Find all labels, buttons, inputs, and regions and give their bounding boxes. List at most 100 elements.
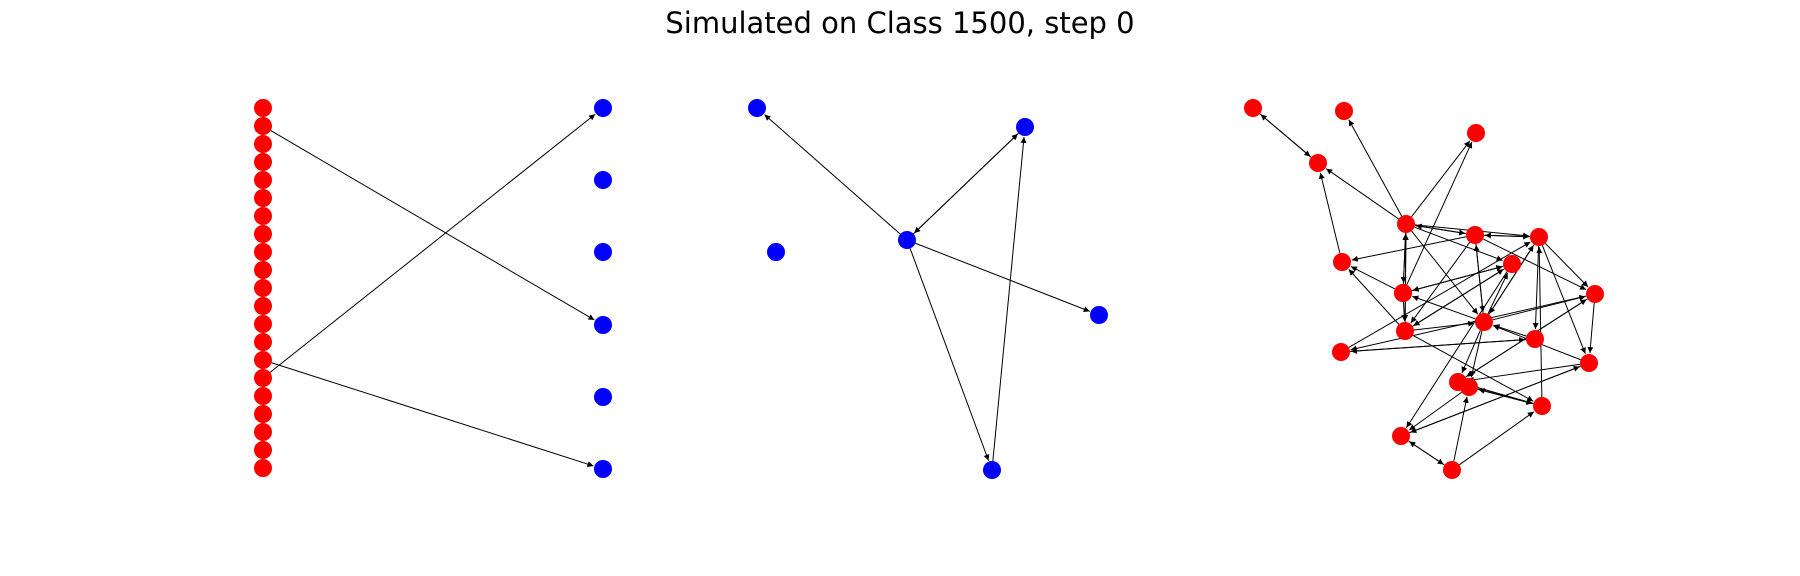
edge-n11-n6: [1402, 233, 1409, 323]
node-F: [767, 243, 785, 261]
node-n2: [1467, 124, 1485, 142]
node-L5: [254, 189, 272, 207]
node-L15: [254, 369, 272, 387]
edge-n19-n8: [1536, 246, 1543, 398]
edge-n6-n10: [1414, 226, 1503, 262]
node-n18: [1460, 378, 1478, 396]
edge-n11-n10: [1412, 268, 1504, 327]
node-B: [1016, 118, 1034, 136]
edge-n6-n12: [1411, 230, 1479, 315]
node-L13: [254, 333, 272, 351]
node-R5: [594, 460, 612, 478]
edge-n15-n14: [1350, 339, 1527, 354]
node-L10: [254, 279, 272, 297]
edge-n7-n5: [1351, 236, 1467, 262]
node-n16: [1580, 354, 1598, 372]
edge-n12-n8: [1488, 245, 1534, 315]
edge-n14-n8: [1348, 241, 1531, 348]
node-L7: [254, 225, 272, 243]
node-n7: [1466, 226, 1484, 244]
edge-n12-n10: [1487, 272, 1509, 315]
edge-n20-n21: [1408, 440, 1444, 465]
edge-n18-n20: [1408, 391, 1462, 431]
edge-n7-n6: [1415, 223, 1467, 235]
node-n8: [1530, 228, 1548, 246]
node-R3: [594, 316, 612, 334]
node-L16: [254, 387, 272, 405]
node-n12: [1475, 313, 1493, 331]
node-L0: [254, 99, 272, 117]
edge-n21-n19: [1459, 411, 1535, 466]
edge-C-D: [915, 242, 1090, 312]
edge-n12-n9: [1412, 295, 1476, 320]
node-L1: [254, 117, 272, 135]
node-E: [983, 461, 1001, 479]
node-n5: [1333, 253, 1351, 271]
edge-n13-n16: [1587, 302, 1595, 354]
node-L4: [254, 171, 272, 189]
edge-n12-n13: [1492, 295, 1586, 321]
edge-L14-R5: [271, 362, 594, 467]
node-R0: [594, 99, 612, 117]
node-R4: [594, 388, 612, 406]
node-L17: [254, 405, 272, 423]
node-n0: [1244, 99, 1262, 117]
figure-title: Simulated on Class 1500, step 0: [665, 6, 1135, 40]
edge-E-B: [992, 136, 1027, 462]
edge-n8-n7: [1484, 232, 1531, 239]
edge-n10-n20: [1406, 271, 1508, 428]
edge-n4-n10: [1411, 265, 1503, 292]
node-A: [748, 99, 766, 117]
edge-L1-R3: [270, 130, 595, 321]
edge-n6-n2: [1411, 140, 1471, 218]
edge-n8-n13: [1544, 243, 1589, 288]
node-n19: [1533, 397, 1551, 415]
edge-n9-n11: [1401, 301, 1408, 322]
node-n9: [1394, 284, 1412, 302]
node-R1: [594, 171, 612, 189]
node-L20: [254, 459, 272, 477]
node-L3: [254, 153, 272, 171]
node-L8: [254, 243, 272, 261]
edge-n9-n6: [1402, 233, 1409, 285]
node-n10: [1503, 255, 1521, 273]
edge-n3-n0: [1260, 114, 1312, 158]
edge-n8-n15: [1532, 245, 1540, 330]
edge-n5-n3: [1318, 172, 1341, 254]
node-n20: [1392, 427, 1410, 445]
node-L6: [254, 207, 272, 225]
node-n11: [1396, 322, 1414, 340]
node-L18: [254, 423, 272, 441]
edge-n7-n13: [1482, 238, 1587, 291]
node-L14: [254, 351, 272, 369]
node-L9: [254, 261, 272, 279]
edge-n15-n12: [1493, 324, 1527, 337]
edge-n18-n19: [1477, 388, 1533, 405]
node-C: [898, 231, 916, 249]
edge-B-C: [913, 132, 1019, 234]
edge-n20-n16: [1409, 365, 1580, 434]
edge-n16-n17: [1467, 363, 1581, 383]
node-R2: [594, 243, 612, 261]
node-n13: [1586, 285, 1604, 303]
edge-n12-n7: [1473, 244, 1484, 314]
edge-L15-R0: [269, 113, 596, 373]
node-L12: [254, 315, 272, 333]
node-n14: [1332, 343, 1350, 361]
node-n6: [1397, 215, 1415, 233]
edge-n12-n17: [1461, 330, 1481, 374]
edge-n8-n16: [1541, 245, 1586, 354]
node-L2: [254, 135, 272, 153]
edge-n6-n1: [1348, 119, 1403, 217]
node-n15: [1526, 330, 1544, 348]
panel-red-graph: [1244, 99, 1604, 479]
edge-n11-n5: [1348, 269, 1400, 325]
edge-n6-n3: [1325, 168, 1399, 220]
edge-C-A: [764, 114, 901, 235]
node-n1: [1335, 102, 1353, 120]
edge-n21-n18: [1453, 396, 1469, 462]
node-L19: [254, 441, 272, 459]
edge-C-E: [909, 248, 990, 461]
node-D: [1090, 306, 1108, 324]
